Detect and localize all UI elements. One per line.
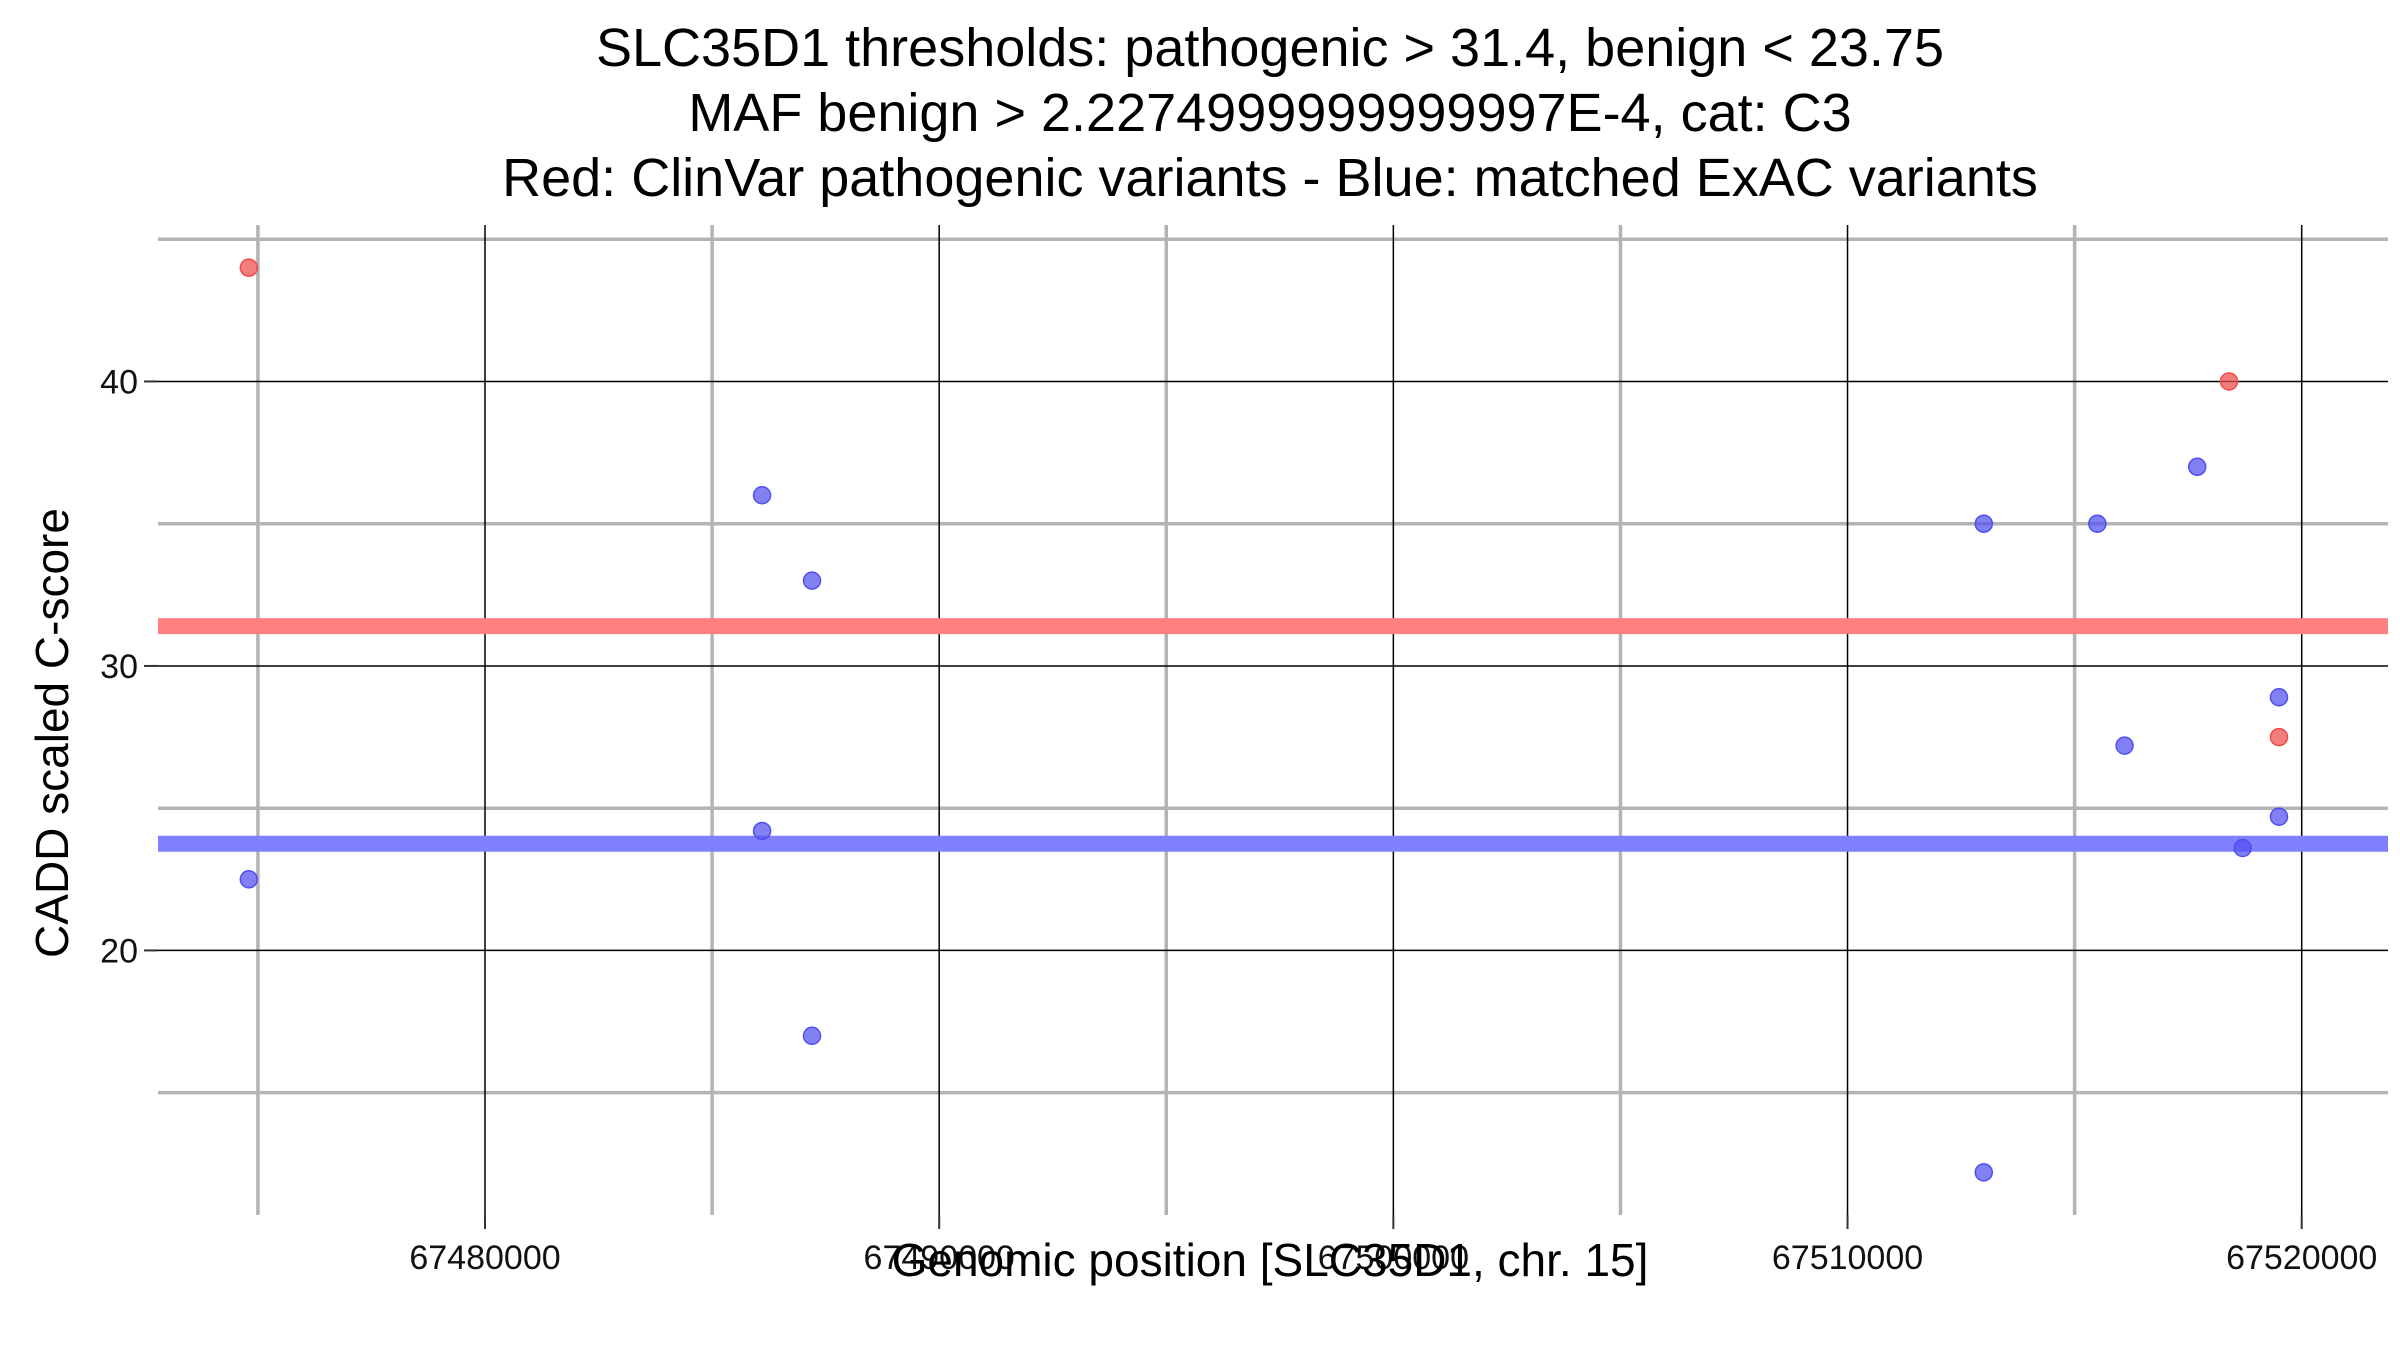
y-tick-label: 30 [100,648,138,686]
title-line-2: MAF benign > 2.2274999999999997E-4, cat:… [688,83,1851,143]
clinvar-point [239,258,259,277]
exac-point [2269,807,2289,826]
chart-title: SLC35D1 thresholds: pathogenic > 31.4, b… [502,18,2038,208]
clinvar-point [2219,372,2239,391]
x-axis-title: Genomic position [SLC35D1, chr. 15] [892,1234,1649,1286]
exac-point [802,1026,822,1046]
exac-point [1974,1163,1994,1182]
exac-point [752,486,772,505]
y-axis-title: CADD scaled C-score [26,508,78,958]
clinvar-point [2269,727,2289,747]
x-tick-label: 67500000 [1318,1239,1469,1277]
title-line-3: Red: ClinVar pathogenic variants - Blue:… [502,148,2038,208]
x-tick-label: 67480000 [409,1239,560,1277]
y-tick-label: 40 [100,363,138,401]
major-gridlines [158,225,2388,1215]
threshold-lines [158,618,2388,852]
y-tick-label: 20 [100,932,138,970]
x-tick-label: 67520000 [2226,1239,2377,1277]
data-points [239,258,2289,1182]
exac-point [752,821,772,841]
y-axis-ticks: 20 30 40 [100,363,158,970]
exac-point [2115,736,2134,755]
exac-point [239,870,259,889]
exac-point [2269,687,2289,707]
x-tick-label: 67510000 [1772,1239,1923,1277]
exac-point [2088,514,2107,533]
exac-point [802,571,822,590]
x-axis-ticks: 67480000 67490000 67500000 67510000 67520000 [409,1215,2377,1277]
x-tick-label: 67490000 [864,1239,1015,1277]
exac-point [2233,838,2252,858]
exac-point [2187,457,2207,477]
title-line-1: SLC35D1 thresholds: pathogenic > 31.4, b… [596,18,1944,78]
exac-point [1974,514,1994,533]
minor-gridlines [158,225,2388,1215]
